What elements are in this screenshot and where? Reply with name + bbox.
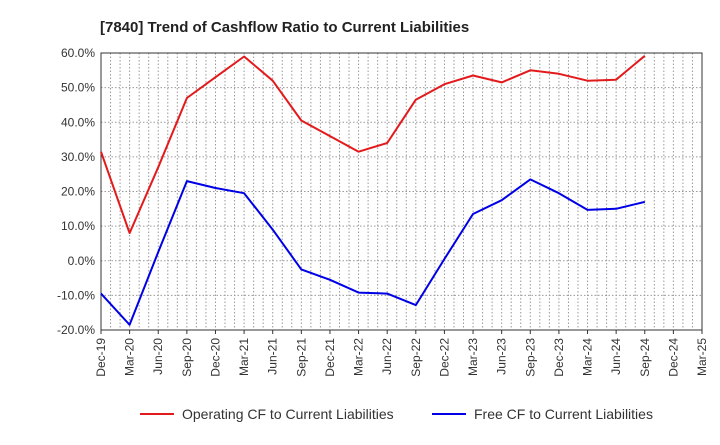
y-tick-label: -20.0%	[57, 323, 95, 337]
x-tick-label: Dec-21	[323, 338, 337, 377]
y-tick-label: 60.0%	[61, 46, 95, 60]
x-tick-label: Dec-22	[437, 338, 451, 377]
x-tick-label: Jun-21	[266, 338, 280, 375]
y-tick-label: 0.0%	[68, 254, 96, 268]
x-tick-label: Dec-19	[94, 338, 108, 377]
x-tick-label: Mar-22	[352, 338, 366, 376]
x-tick-label: Jun-23	[495, 338, 509, 375]
x-tick-label: Sep-22	[409, 338, 423, 377]
x-tick-label: Sep-20	[180, 338, 194, 377]
y-tick-label: -10.0%	[57, 288, 95, 302]
x-tick-label: Dec-23	[552, 338, 566, 377]
x-tick-label: Mar-25	[695, 338, 709, 376]
x-tick-label: Sep-23	[523, 338, 537, 377]
x-tick-label: Jun-24	[609, 338, 623, 375]
x-tick-label: Mar-20	[123, 338, 137, 376]
chart-title: [7840] Trend of Cashflow Ratio to Curren…	[100, 19, 469, 36]
series-lines	[101, 56, 645, 325]
legend-label: Free CF to Current Liabilities	[474, 406, 653, 422]
y-tick-label: 10.0%	[61, 219, 95, 233]
y-tick-label: 30.0%	[61, 150, 95, 164]
x-tick-label: Sep-21	[294, 338, 308, 377]
y-tick-label: 50.0%	[61, 81, 95, 95]
axes: -20.0% -10.0% 0.0% 10.0% 20.0% 30.0% 40.0% 50.0…	[57, 46, 709, 377]
legend: Operating CF to Current Liabilities Free …	[140, 406, 653, 422]
operating-cf-series-line	[101, 56, 645, 233]
x-tick-label: Mar-21	[237, 338, 251, 376]
x-tick-label: Jun-20	[151, 338, 165, 375]
x-tick-label: Dec-20	[208, 338, 222, 377]
x-tick-label: Dec-24	[666, 338, 680, 377]
free-cf-series-line	[101, 179, 645, 324]
legend-label: Operating CF to Current Liabilities	[182, 406, 394, 422]
x-tick-label: Sep-24	[638, 338, 652, 377]
y-tick-label: 40.0%	[61, 115, 95, 129]
x-tick-label: Jun-22	[380, 338, 394, 375]
y-tick-label: 20.0%	[61, 185, 95, 199]
x-tick-label: Mar-24	[581, 338, 595, 376]
x-tick-label: Mar-23	[466, 338, 480, 376]
